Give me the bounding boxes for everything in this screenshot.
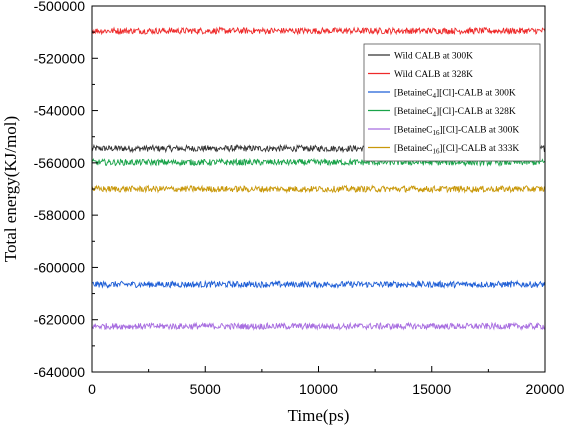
x-tick-label-0: 0 [88, 381, 96, 397]
x-tick-label-1: 5000 [190, 381, 221, 397]
x-tick-label-3: 15000 [412, 381, 451, 397]
y-axis-title: Total energy(KJ/mol) [1, 116, 20, 262]
series-line-4 [91, 321, 546, 331]
legend: Wild CALB at 300K Wild CALB at 328K [Betai… [363, 43, 541, 162]
y-tick-label-3: -560000 [34, 155, 86, 171]
legend-box [363, 43, 541, 162]
legend-label-2: [BetaineC4][Cl]-CALB at 300K [394, 89, 516, 101]
y-tick-label-7: -640000 [34, 364, 86, 380]
x-tick-label-2: 10000 [299, 381, 338, 397]
legend-label-5: [BetaineC16][Cl]-CALB at 333K [394, 144, 519, 156]
y-tick-label-4: -580000 [34, 207, 86, 223]
x-axis-title: Time(ps) [288, 406, 350, 425]
legend-label-0: Wild CALB at 300K [394, 52, 473, 62]
y-tick-label-6: -620000 [34, 312, 86, 328]
legend-label-1: Wild CALB at 328K [394, 70, 473, 80]
ticks-layer [91, 5, 546, 373]
x-tick-label-4: 20000 [526, 381, 565, 397]
y-tick-label-5: -600000 [34, 259, 86, 275]
y-tick-label-2: -540000 [34, 103, 86, 119]
series-line-1 [91, 26, 546, 36]
y-tick-label-1: -520000 [34, 50, 86, 66]
y-tick-label-0: -500000 [34, 0, 86, 14]
labels-layer: 0 5000 10000 15000 20000 -500000 -520000 -54000… [34, 0, 565, 397]
series-line-2 [91, 279, 546, 290]
legend-label-3: [BetaineC4][Cl]-CALB at 328K [394, 107, 516, 119]
series-line-5 [91, 184, 546, 194]
legend-label-4: [BetaineC16][Cl]-CALB at 300K [394, 126, 519, 138]
